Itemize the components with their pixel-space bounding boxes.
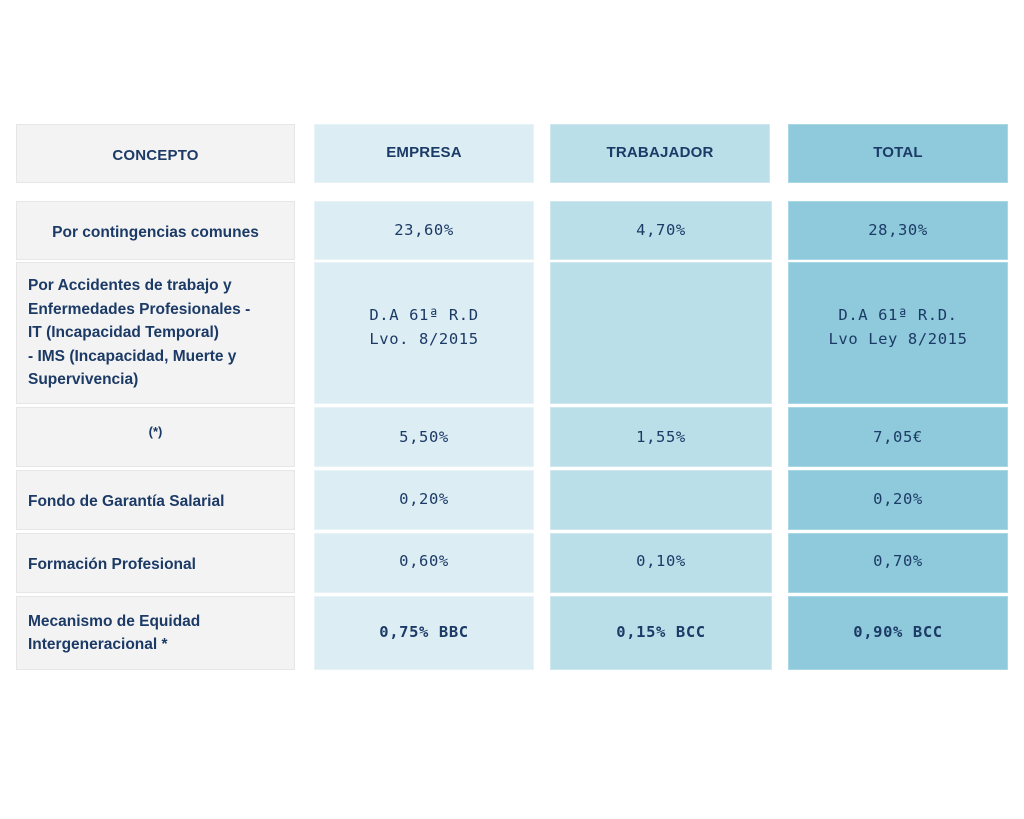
table-row-trabajador (550, 470, 772, 530)
table-row-trabajador: 1,55% (550, 407, 772, 467)
concepto-label: Por Accidentes de trabajo y Enfermedades… (28, 277, 251, 389)
concepto-label: Fondo de Garantía Salarial (28, 493, 225, 511)
header-total-label: TOTAL (873, 144, 923, 161)
header-trabajador: TRABAJADOR (550, 124, 770, 183)
concepto-label: Mecanismo de Equidad Intergeneracional * (28, 612, 201, 654)
table-row-total: D.A 61ª R.D. Lvo Ley 8/2015 (788, 262, 1008, 404)
table-row-empresa: D.A 61ª R.D Lvo. 8/2015 (314, 262, 534, 404)
total-value: D.A 61ª R.D. Lvo Ley 8/2015 (828, 306, 968, 348)
header-empresa-label: EMPRESA (386, 144, 462, 161)
table-row-empresa: 0,60% (314, 533, 534, 593)
trabajador-value: 0,10% (636, 552, 686, 570)
empresa-value: D.A 61ª R.D Lvo. 8/2015 (369, 306, 479, 348)
table-row-empresa: 0,20% (314, 470, 534, 530)
empresa-value: 23,60% (394, 220, 454, 239)
table-row-concepto: Fondo de Garantía Salarial (16, 470, 295, 530)
table-row-concepto: Por Accidentes de trabajo y Enfermedades… (16, 262, 295, 404)
table-row-total: 0,90% BCC (788, 596, 1008, 670)
empresa-value: 0,60% (399, 552, 449, 570)
header-total: TOTAL (788, 124, 1008, 183)
table-row-total: 28,30% (788, 201, 1008, 260)
header-concepto-label: CONCEPTO (112, 147, 199, 164)
trabajador-value: 0,15% BCC (616, 623, 706, 641)
empresa-value: 0,75% BBC (379, 623, 469, 641)
header-empresa: EMPRESA (314, 124, 534, 183)
table-row-trabajador (550, 262, 772, 404)
table-row-concepto: Mecanismo de Equidad Intergeneracional * (16, 596, 295, 670)
trabajador-value: 1,55% (636, 428, 686, 446)
table-row-empresa: 0,75% BBC (314, 596, 534, 670)
table-row-concepto: Formación Profesional (16, 533, 295, 593)
total-value: 0,70% (873, 552, 923, 570)
concepto-label: Por contingencias comunes (52, 223, 259, 241)
table-row-trabajador: 0,10% (550, 533, 772, 593)
empresa-value: 0,20% (399, 490, 449, 508)
concepto-label: (*) (148, 424, 163, 440)
empresa-value: 5,50% (399, 428, 449, 446)
total-value: 28,30% (868, 220, 928, 239)
table-row-total: 0,70% (788, 533, 1008, 593)
total-value: 0,90% BCC (853, 623, 943, 641)
header-trabajador-label: TRABAJADOR (606, 144, 714, 161)
table-row-total: 0,20% (788, 470, 1008, 530)
table-row-concepto: (*) (16, 407, 295, 467)
total-value: 7,05€ (873, 428, 923, 446)
table-row-total: 7,05€ (788, 407, 1008, 467)
table-row-concepto: Por contingencias comunes (16, 201, 295, 260)
total-value: 0,20% (873, 490, 923, 508)
table-row-empresa: 23,60% (314, 201, 534, 260)
trabajador-value: 4,70% (636, 220, 686, 239)
table-row-trabajador: 4,70% (550, 201, 772, 260)
header-concepto: CONCEPTO (16, 124, 295, 183)
table-row-empresa: 5,50% (314, 407, 534, 467)
table-row-trabajador: 0,15% BCC (550, 596, 772, 670)
concepto-label: Formación Profesional (28, 556, 196, 574)
